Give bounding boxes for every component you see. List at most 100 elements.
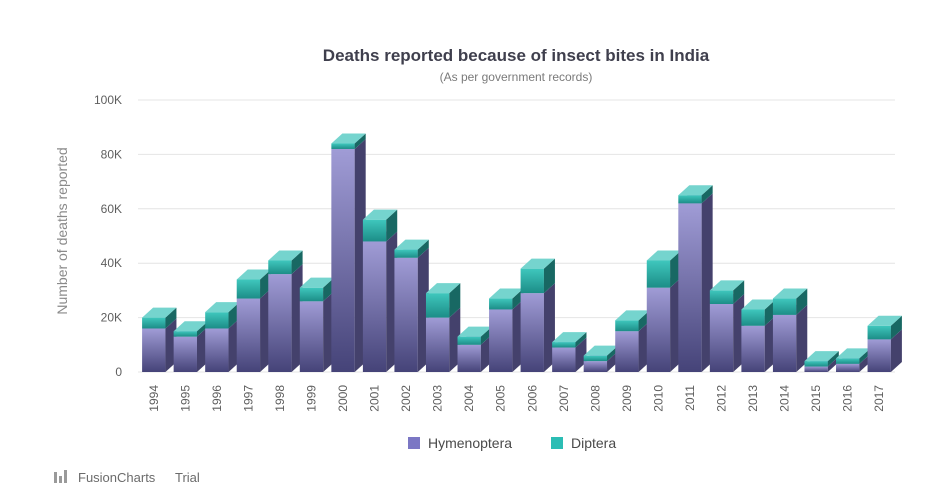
x-tick-label: 2015 <box>809 385 823 412</box>
bar-top-face <box>299 277 335 288</box>
bar-front-face <box>236 279 261 299</box>
bar-side-face <box>890 315 902 340</box>
bar-hymenoptera-1999 <box>299 291 335 372</box>
bar-top-face <box>142 307 177 318</box>
x-tick-label: 2007 <box>557 385 571 412</box>
bar-top-face <box>678 185 713 196</box>
bar-front-face <box>362 241 387 372</box>
bar-top-face <box>236 269 272 280</box>
bar-diptera-2010 <box>646 250 682 288</box>
bar-front-face <box>299 301 324 372</box>
bar-diptera-1994 <box>142 307 177 329</box>
bar-hymenoptera-2011 <box>678 193 713 372</box>
bars <box>142 133 902 372</box>
y-tick-label: 40K <box>101 256 122 270</box>
credit-brand: FusionCharts <box>78 470 156 485</box>
chart-subtitle: (As per government records) <box>440 70 593 84</box>
x-tick-label: 2001 <box>368 385 382 412</box>
x-tick-label: 2014 <box>778 385 792 412</box>
bar-diptera-1996 <box>205 302 240 329</box>
x-tick-label: 2006 <box>525 385 539 412</box>
bar-top-face <box>489 288 524 299</box>
x-tick-label: 1999 <box>304 385 318 412</box>
bar-side-face <box>796 304 808 372</box>
x-tick-label: 1994 <box>147 385 161 412</box>
bar-side-face <box>890 329 902 372</box>
bar-hymenoptera-1997 <box>236 288 272 372</box>
bar-front-face <box>268 260 292 275</box>
bar-front-face <box>268 274 292 372</box>
bar-hymenoptera-2001 <box>362 231 398 372</box>
x-tick-label: 2017 <box>872 385 886 412</box>
bar-top-face <box>552 332 587 343</box>
bar-diptera-2000 <box>331 133 366 149</box>
bar-top-face <box>331 133 366 144</box>
legend-label-diptera: Diptera <box>571 435 616 451</box>
bar-front-face <box>205 328 229 372</box>
bar-diptera-2006 <box>520 258 555 294</box>
x-tick-label: 1996 <box>210 385 224 412</box>
bar-side-face <box>165 307 177 329</box>
bar-diptera-2012 <box>709 280 745 304</box>
bar-top-face <box>646 250 682 261</box>
bar-front-face <box>709 304 734 372</box>
bar-front-face <box>205 312 229 329</box>
bar-side-face <box>827 351 839 367</box>
x-axis-ticks: 1994 1995 1996 1997 1998 1999 2000 2001 2002 2003… <box>147 385 886 412</box>
bar-hymenoptera-2002 <box>394 247 429 372</box>
bar-top-face <box>205 302 240 313</box>
bar-front-face <box>867 339 891 372</box>
bar-top-face <box>615 310 650 321</box>
legend-swatch-hymenoptera <box>408 437 420 449</box>
bar-side-face <box>543 258 555 294</box>
x-tick-label: 2010 <box>651 385 665 412</box>
bar-diptera-2017 <box>867 315 902 340</box>
bar-top-face <box>709 280 745 291</box>
bar-side-face <box>733 280 745 304</box>
bar-front-face <box>804 366 828 372</box>
bar-top-face <box>457 326 492 337</box>
x-tick-label: 2000 <box>336 385 350 412</box>
x-tick-label: 2012 <box>715 385 729 412</box>
y-tick-label: 60K <box>101 202 122 216</box>
bar-top-face <box>268 250 303 261</box>
legend: Hymenoptera Diptera <box>408 435 616 451</box>
bar-front-face <box>741 309 765 326</box>
bar-side-face <box>386 209 398 242</box>
bar-hymenoptera-2005 <box>489 299 524 372</box>
bar-front-face <box>583 361 608 372</box>
bar-front-face <box>520 268 544 294</box>
bar-front-face <box>678 195 702 204</box>
bar-front-face <box>173 331 197 337</box>
bar-diptera-2002 <box>394 239 429 258</box>
legend-item-hymenoptera[interactable]: Hymenoptera <box>408 435 512 451</box>
bar-top-face <box>836 348 871 359</box>
bar-top-face <box>394 239 429 250</box>
bar-top-face <box>867 315 902 326</box>
bar-diptera-1998 <box>268 250 303 275</box>
bar-hymenoptera-2006 <box>520 283 555 372</box>
bar-diptera-2001 <box>362 209 398 242</box>
bar-diptera-2013 <box>741 299 776 326</box>
bar-hymenoptera-2010 <box>646 277 682 372</box>
bar-top-face <box>772 288 808 299</box>
bar-top-face <box>804 351 839 362</box>
bar-front-face <box>615 331 639 372</box>
bar-front-face <box>299 287 324 302</box>
bar-front-face <box>489 298 513 310</box>
bar-side-face <box>701 185 713 204</box>
bar-front-face <box>646 260 671 288</box>
bar-hymenoptera-2012 <box>709 294 745 372</box>
bar-front-face <box>520 293 544 372</box>
bar-side-face <box>291 250 303 275</box>
bar-front-face <box>173 336 197 372</box>
x-tick-label: 2016 <box>841 385 855 412</box>
bar-front-face <box>331 148 355 372</box>
x-tick-label: 1998 <box>273 385 287 412</box>
bar-front-face <box>394 257 418 372</box>
bar-diptera-2014 <box>772 288 808 315</box>
bar-front-face <box>583 355 608 362</box>
legend-item-diptera[interactable]: Diptera <box>551 435 616 451</box>
bar-top-face <box>173 321 208 332</box>
